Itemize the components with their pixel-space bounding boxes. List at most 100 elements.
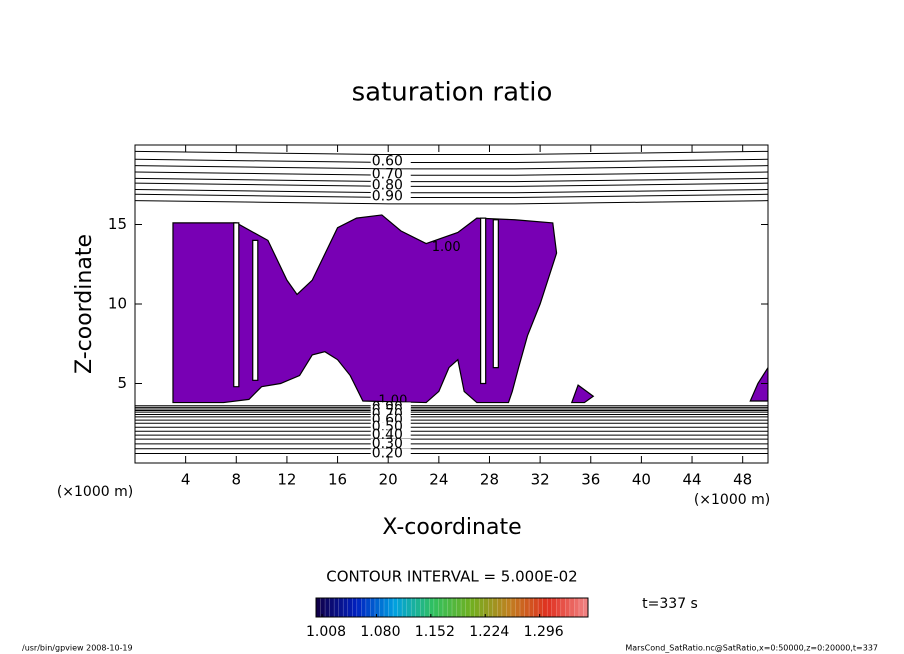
colorbar-swatch <box>397 598 403 617</box>
colorbar-swatch <box>452 598 457 617</box>
colorbar-swatch <box>533 598 539 617</box>
time-label: t=337 s <box>642 596 698 612</box>
colorbar-swatch <box>393 598 398 617</box>
colorbar-swatch <box>506 598 512 617</box>
colorbar-swatch <box>316 598 321 617</box>
x-unit: (×1000 m) <box>57 484 133 500</box>
colorbar-swatch <box>343 598 349 617</box>
x-tick-label: 28 <box>480 471 499 489</box>
x-tick-label: 48 <box>733 471 752 489</box>
x-axis-label: X-coordinate <box>382 515 521 540</box>
colorbar-swatch <box>347 598 353 617</box>
contour-label-bg <box>370 438 411 449</box>
contour-interval: CONTOUR INTERVAL = 5.000E-02 <box>326 568 577 586</box>
colorbar-swatch <box>352 598 358 617</box>
contour-line <box>135 189 768 194</box>
colorbar-swatch <box>320 598 326 617</box>
filled-region <box>480 217 487 385</box>
y-tick-label: 10 <box>108 295 127 313</box>
colorbar-swatch <box>501 598 507 617</box>
contour-label-bg <box>370 415 411 426</box>
colorbar-swatch <box>565 598 571 617</box>
contour-label: 0.20 <box>372 445 403 461</box>
y-tick-label: 15 <box>108 215 127 233</box>
colorbar-swatch <box>370 598 376 617</box>
colorbar-swatch <box>497 598 503 617</box>
contour-label: 0.60 <box>372 154 403 170</box>
colorbar-swatch <box>329 598 335 617</box>
colorbar-swatch <box>379 598 385 617</box>
colorbar-swatch <box>406 598 412 617</box>
colorbar-swatch <box>356 598 362 617</box>
filled-region <box>749 366 768 402</box>
colorbar-swatch <box>483 598 489 617</box>
contour-line <box>135 171 768 176</box>
contour-line <box>135 150 768 156</box>
chart-title: saturation ratio <box>352 78 553 108</box>
colorbar-swatch <box>556 598 562 617</box>
filled-region <box>252 239 259 381</box>
colorbar-swatch <box>542 598 548 617</box>
contour-label-bg <box>370 191 411 202</box>
colorbar-swatch <box>384 598 389 617</box>
colorbar-swatch <box>510 598 516 617</box>
colorbar-swatch <box>524 598 530 617</box>
colorbar-swatch <box>560 598 566 617</box>
contour-label-bg <box>370 430 411 441</box>
colorbar-swatch <box>420 598 426 617</box>
colorbar-swatch <box>515 598 521 617</box>
colorbar-swatch <box>325 598 330 617</box>
colorbar-swatch <box>492 598 498 617</box>
colorbar-swatch <box>402 598 407 617</box>
colorbar-swatch <box>361 598 367 617</box>
plot-area: 1.001.000.600.700.800.900.900.800.700.60… <box>135 150 768 461</box>
x-unit: (×1000 m) <box>694 492 770 508</box>
colorbar-swatch <box>334 598 339 617</box>
y-axis-label: Z-coordinate <box>72 234 97 374</box>
footer-left: /usr/bin/gpview 2008-10-19 <box>22 644 133 653</box>
colorbar-tick-label: 1.224 <box>469 624 509 640</box>
x-tick-label: 36 <box>581 471 600 489</box>
contour-label-bg <box>370 156 411 167</box>
x-tick-label: 20 <box>379 471 398 489</box>
x-tick-label: 8 <box>232 471 242 489</box>
colorbar-swatch <box>438 598 444 617</box>
colorbar-swatch <box>583 598 589 617</box>
contour-label: 1.00 <box>432 240 461 255</box>
filled-region <box>172 214 558 404</box>
x-tick-label: 12 <box>277 471 296 489</box>
colorbar-swatch <box>415 598 421 617</box>
colorbar-swatch <box>470 598 475 617</box>
filled-region <box>570 384 595 404</box>
colorbar-swatch <box>429 598 435 617</box>
x-tick-label: 4 <box>181 471 191 489</box>
colorbar-swatch <box>474 598 480 617</box>
colorbar-frame <box>315 597 589 618</box>
x-tick-label: 24 <box>429 471 448 489</box>
colorbar-swatch <box>388 598 394 617</box>
colorbar-swatch <box>374 598 380 617</box>
contour-line <box>135 200 768 205</box>
contour-line <box>135 193 768 198</box>
colorbar-tick-label: 1.296 <box>524 624 564 640</box>
colorbar-swatch <box>529 598 534 617</box>
filled-region <box>233 222 240 388</box>
colorbar-swatch <box>338 598 344 617</box>
colorbar-tick-label: 1.080 <box>360 624 400 640</box>
contour-line <box>135 177 768 183</box>
filled-region <box>492 219 499 369</box>
contour-label-bg <box>370 169 411 180</box>
colorbar-swatch <box>569 598 575 617</box>
colorbar-swatch <box>551 598 557 617</box>
colorbar-swatch <box>547 598 553 617</box>
colorbar-swatch <box>479 598 485 617</box>
contour-label-bg <box>370 409 411 420</box>
colorbar-swatch <box>578 598 584 617</box>
y-tick-label: 5 <box>117 374 127 392</box>
colorbar-swatch <box>411 598 417 617</box>
contour-label-bg <box>370 422 411 433</box>
colorbar-swatch <box>538 598 543 617</box>
contour-line <box>135 158 768 163</box>
